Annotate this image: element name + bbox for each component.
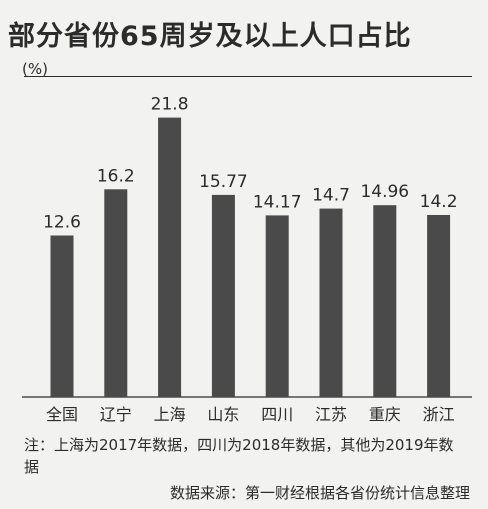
bar-value-label: 14.2 (420, 192, 458, 212)
bar-value-label: 21.8 (151, 95, 189, 115)
chart-title: 部分省份65周岁及以上人口占比 (8, 21, 412, 52)
bar-2 (158, 117, 182, 397)
bar-value-label: 16.2 (97, 166, 135, 186)
bar-4 (265, 215, 289, 397)
bar-7 (427, 215, 451, 397)
x-tick-label: 江苏 (315, 405, 347, 424)
bar-1 (104, 189, 128, 397)
bar-6 (373, 205, 397, 397)
bar-0 (50, 235, 74, 397)
bar-value-label: 14.7 (312, 186, 350, 206)
bar-value-label: 14.17 (253, 192, 302, 212)
x-tick-label: 浙江 (423, 405, 455, 424)
x-tick-label: 重庆 (369, 405, 401, 424)
bar-value-label: 14.96 (360, 182, 409, 202)
x-tick-label: 四川 (261, 405, 293, 424)
bar-chart: 12.6 全国 16.2 辽宁 21.8 上海 15.77 山东 14.17 四川 14.7 江苏 14… (22, 95, 472, 424)
title-divider (24, 76, 472, 77)
x-tick-label: 山东 (207, 405, 239, 424)
bar-value-label: 15.77 (199, 172, 248, 192)
x-tick-label: 辽宁 (100, 405, 132, 424)
y-unit-label: (%) (22, 60, 48, 78)
data-source: 数据来源：第一财经根据各省份统计信息整理 (169, 484, 470, 502)
bar-value-label: 12.6 (43, 213, 81, 233)
bar-3 (211, 194, 235, 397)
footnote: 注：上海为2017年数据，四川为2018年数据，其他为2019年数据 (24, 436, 454, 476)
x-tick-label: 全国 (46, 405, 78, 424)
bar-5 (319, 208, 343, 397)
x-tick-label: 上海 (154, 405, 186, 424)
